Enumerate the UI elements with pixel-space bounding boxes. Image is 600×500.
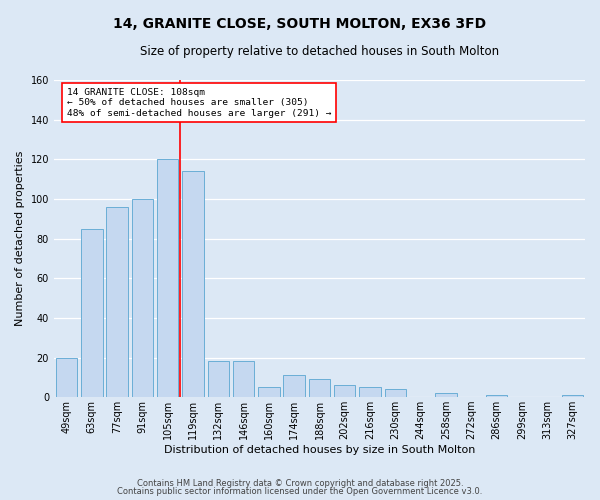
Bar [309, 380, 330, 397]
Bar [258, 388, 280, 397]
X-axis label: Distribution of detached houses by size in South Molton: Distribution of detached houses by size … [164, 445, 475, 455]
Bar [106, 207, 128, 397]
Text: Contains public sector information licensed under the Open Government Licence v3: Contains public sector information licen… [118, 487, 482, 496]
Text: 14 GRANITE CLOSE: 108sqm
← 50% of detached houses are smaller (305)
48% of semi-: 14 GRANITE CLOSE: 108sqm ← 50% of detach… [67, 88, 331, 118]
Bar [233, 362, 254, 397]
Text: Contains HM Land Registry data © Crown copyright and database right 2025.: Contains HM Land Registry data © Crown c… [137, 478, 463, 488]
Bar [56, 358, 77, 397]
Bar [359, 388, 381, 397]
Bar [81, 228, 103, 397]
Bar [486, 395, 507, 397]
Bar [385, 389, 406, 397]
Bar [283, 376, 305, 397]
Bar [334, 386, 355, 397]
Bar [562, 395, 583, 397]
Title: Size of property relative to detached houses in South Molton: Size of property relative to detached ho… [140, 45, 499, 58]
Text: 14, GRANITE CLOSE, SOUTH MOLTON, EX36 3FD: 14, GRANITE CLOSE, SOUTH MOLTON, EX36 3F… [113, 18, 487, 32]
Bar [208, 362, 229, 397]
Bar [157, 160, 178, 397]
Bar [182, 171, 204, 397]
Y-axis label: Number of detached properties: Number of detached properties [15, 151, 25, 326]
Bar [131, 199, 153, 397]
Bar [435, 393, 457, 397]
